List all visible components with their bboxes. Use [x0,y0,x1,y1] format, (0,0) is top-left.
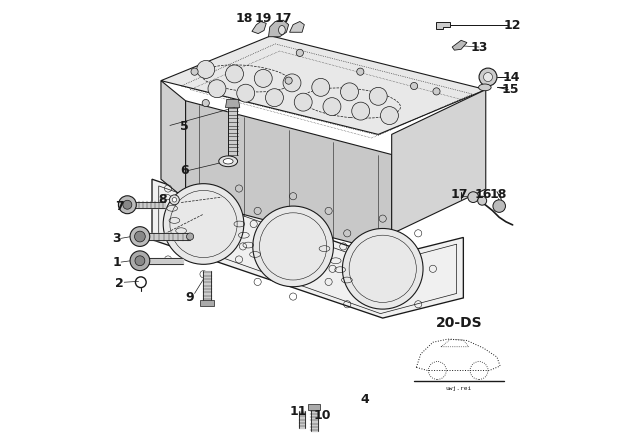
Text: 20-DS: 20-DS [436,316,482,331]
Circle shape [312,78,330,96]
Circle shape [323,98,341,116]
Text: uwj.rei: uwj.rei [445,386,472,391]
Ellipse shape [219,156,237,167]
Text: 19: 19 [255,12,272,26]
Text: 9: 9 [186,291,195,305]
Polygon shape [186,101,392,253]
Circle shape [237,84,255,102]
Circle shape [294,93,312,111]
Circle shape [369,87,387,105]
Text: 6: 6 [180,164,189,177]
Circle shape [296,49,303,56]
Text: 15: 15 [502,83,519,96]
Text: 18: 18 [235,12,253,26]
Circle shape [410,82,418,90]
Polygon shape [152,179,463,318]
Circle shape [163,184,244,264]
Circle shape [191,68,198,75]
Circle shape [342,228,423,309]
Text: 18: 18 [490,188,507,201]
Ellipse shape [479,84,491,90]
Circle shape [433,88,440,95]
Circle shape [186,233,194,240]
Text: 8: 8 [158,193,166,206]
Circle shape [254,69,272,87]
Text: 10: 10 [314,409,331,422]
Circle shape [283,74,301,92]
Polygon shape [269,20,289,37]
Circle shape [356,68,364,75]
Circle shape [123,200,132,209]
Ellipse shape [278,26,285,34]
Circle shape [208,80,226,98]
Circle shape [253,206,333,287]
Text: 17: 17 [450,188,468,201]
Polygon shape [200,300,214,306]
Polygon shape [436,22,450,29]
Text: 4: 4 [360,393,369,406]
Circle shape [340,83,358,101]
Circle shape [380,107,398,125]
Circle shape [484,73,493,82]
Polygon shape [289,22,305,32]
Text: 13: 13 [470,40,488,54]
Text: 16: 16 [475,188,492,201]
Circle shape [134,231,145,242]
Text: 14: 14 [503,70,520,84]
Ellipse shape [223,159,233,164]
Text: 1: 1 [112,255,121,269]
Polygon shape [161,81,186,199]
Text: 5: 5 [180,120,189,133]
Circle shape [118,196,136,214]
Circle shape [479,68,497,86]
Circle shape [172,198,177,202]
Text: 2: 2 [115,276,124,290]
Polygon shape [308,404,320,410]
Circle shape [285,77,292,84]
Circle shape [135,256,145,266]
Text: 7: 7 [115,199,124,213]
Circle shape [352,102,370,120]
Text: 12: 12 [504,18,522,32]
Circle shape [170,195,179,205]
Circle shape [477,196,486,205]
Polygon shape [452,40,467,50]
Circle shape [130,251,150,271]
Polygon shape [225,99,240,108]
Polygon shape [392,90,486,234]
Text: 17: 17 [275,12,292,26]
Circle shape [493,200,506,212]
Circle shape [266,89,284,107]
Circle shape [202,99,209,107]
Circle shape [225,65,243,83]
Circle shape [468,192,479,202]
Text: 3: 3 [112,232,121,245]
Polygon shape [252,22,266,34]
Circle shape [197,60,215,78]
Text: 11: 11 [290,405,307,418]
Circle shape [130,227,150,246]
Polygon shape [161,36,486,134]
